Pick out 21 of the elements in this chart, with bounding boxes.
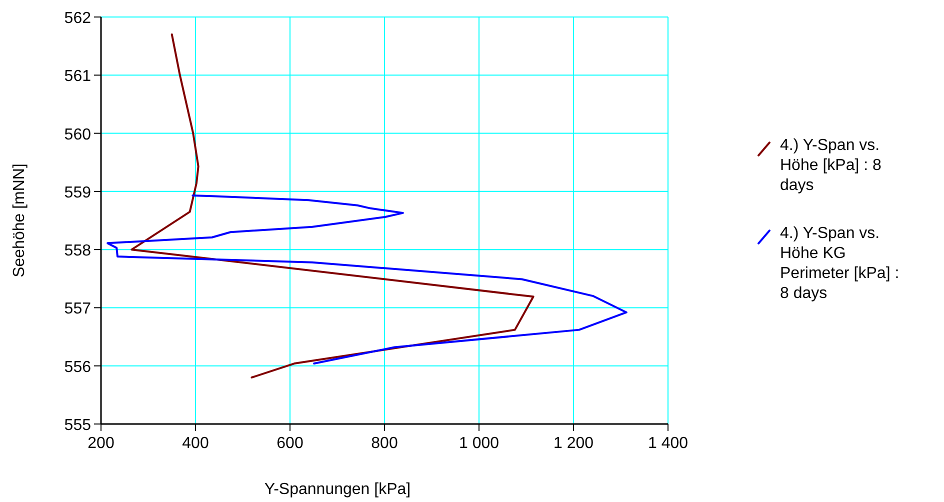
x-tick-label: 600	[276, 435, 304, 452]
y-tick-label: 555	[64, 417, 92, 434]
y-tick-label: 556	[64, 358, 92, 376]
x-tick-label: 1 000	[458, 435, 500, 452]
y-tick-label: 561	[64, 68, 92, 86]
legend-label: 4.) Y-Span vs. Höhe KG Perimeter [kPa] : 8 days	[780, 225, 900, 302]
x-tick-label: 200	[88, 435, 114, 452]
y-tick-label: 558	[64, 242, 92, 260]
x-tick-label: 800	[371, 435, 398, 452]
y-tick-label: 559	[64, 184, 92, 202]
line-series	[130, 33, 534, 378]
x-tick-label: 1 200	[553, 435, 594, 452]
y-axis-title: Seehöhe [mNN]	[11, 164, 28, 278]
x-tick-label: 1 400	[648, 435, 688, 452]
x-tick-label: 400	[182, 435, 209, 452]
y-tick-label: 562	[64, 10, 92, 27]
y-tick-label: 560	[64, 126, 92, 144]
x-axis-title: Y-Spannungen [kPa]	[264, 481, 411, 498]
legend-label: 4.) Y-Span vs. Höhe [kPa] : 8 days	[780, 137, 882, 194]
line-series	[106, 194, 628, 365]
y-tick-label: 557	[64, 300, 92, 318]
